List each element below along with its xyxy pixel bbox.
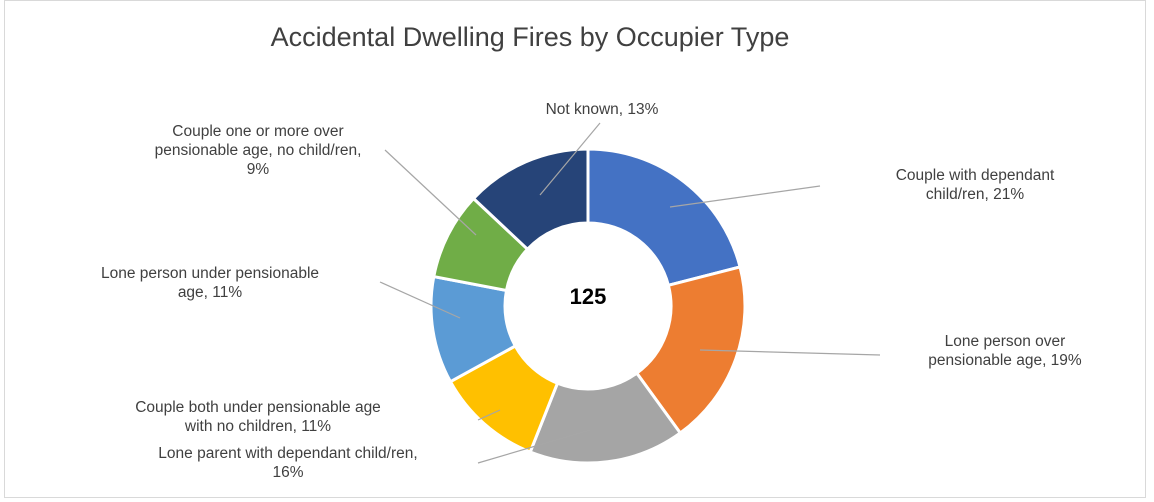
- data-label: Lone parent with dependant child/ren, 16%: [158, 445, 417, 481]
- slice-couple-with-dependant-child-ren: [586, 147, 742, 288]
- center-total-label: 125: [570, 284, 607, 309]
- data-label-line: 9%: [247, 161, 270, 178]
- data-labels-group: Couple with dependant child/ren, 21% Lone …: [101, 101, 1082, 481]
- data-label: Lone person under pensionable age, 11%: [101, 265, 319, 301]
- leader-line: [699, 349, 881, 356]
- data-label-line: Lone person over: [945, 333, 1066, 350]
- data-label: Couple both under pensionable age with no…: [135, 399, 381, 435]
- data-label-line: 16%: [272, 464, 303, 481]
- data-label-line: Couple one or more over: [172, 123, 343, 140]
- leader-line: [384, 149, 477, 236]
- data-label-line: age, 11%: [178, 284, 243, 301]
- leader-lines-group: [379, 122, 881, 464]
- data-label: Lone person over pensionable age, 19%: [928, 333, 1082, 369]
- data-label: Couple one or more over pensionable age, …: [155, 123, 362, 178]
- data-label-line: Lone person under pensionable: [101, 265, 319, 282]
- data-label-line: Couple both under pensionable age: [135, 399, 381, 416]
- data-label: Not known, 13%: [546, 101, 659, 118]
- data-label-line: with no children, 11%: [184, 418, 331, 435]
- slice-lone-parent-with-dependant-child-ren: [528, 371, 683, 465]
- data-label-line: pensionable age, no child/ren,: [155, 142, 362, 159]
- chart-title: Accidental Dwelling Fires by Occupier Ty…: [271, 22, 790, 52]
- data-label-line: Lone parent with dependant child/ren,: [158, 445, 417, 462]
- leader-line: [669, 185, 821, 208]
- leader-line: [379, 281, 461, 319]
- data-label: Couple with dependant child/ren, 21%: [896, 167, 1055, 203]
- slices-group: [429, 147, 747, 465]
- slice-not-known: [471, 147, 590, 252]
- leader-line: [539, 122, 601, 196]
- leader-line: [477, 409, 501, 421]
- data-label-line: pensionable age, 19%: [928, 352, 1082, 369]
- leader-line: [477, 429, 591, 464]
- data-label-line: Not known, 13%: [546, 101, 659, 118]
- data-label-line: Couple with dependant: [896, 167, 1055, 184]
- data-label-line: child/ren, 21%: [926, 186, 1024, 203]
